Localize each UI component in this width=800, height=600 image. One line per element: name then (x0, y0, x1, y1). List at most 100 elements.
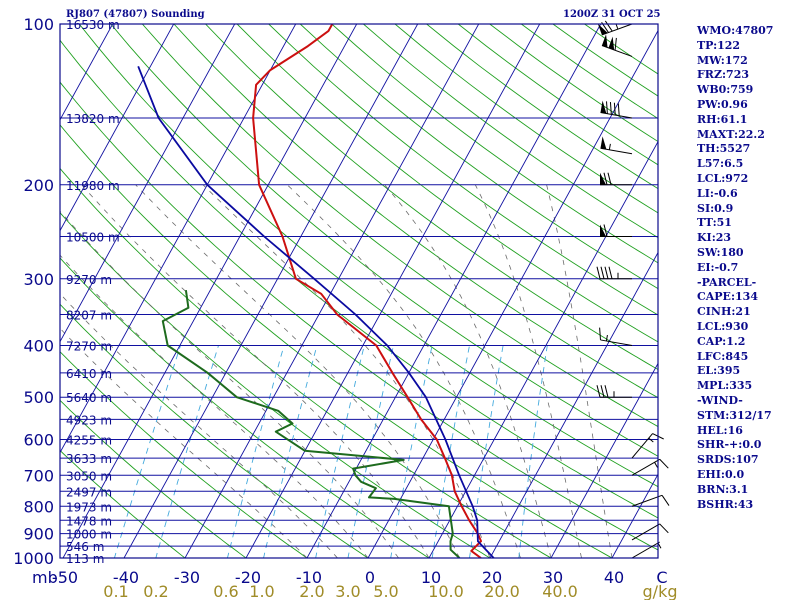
dry-adiabat (205, 24, 658, 371)
index-line: CINH:21 (697, 305, 751, 319)
dry-adiabat (60, 449, 186, 558)
mixing-ratio-tick-label: 2.0 (299, 582, 324, 600)
temperature-tick-label: 10 (421, 568, 441, 587)
temperature-profile (252, 24, 482, 558)
isotherm (428, 140, 658, 558)
temperature-tick-label: -20 (235, 568, 261, 587)
wind-barb (631, 458, 669, 476)
pressure-tick-label: 500 (23, 388, 54, 407)
index-line: EHI:0.0 (697, 467, 745, 481)
mixing-ratio-tick-label: 5.0 (373, 582, 398, 600)
index-line: KI:23 (697, 231, 732, 245)
mixing-ratio-tick-label: 20.0 (484, 582, 520, 600)
pressure-tick-label: 800 (23, 497, 54, 516)
isotherm (62, 24, 358, 558)
height-label: 8207 m (66, 309, 112, 323)
wind-barb (601, 34, 633, 57)
height-label: 9270 m (66, 273, 112, 287)
mixing-ratio-line (226, 345, 285, 558)
index-line: BSHR:43 (697, 497, 754, 511)
wind-barb (600, 172, 632, 186)
index-line: WMO:47807 (697, 24, 774, 37)
index-line: RH:61.1 (697, 112, 748, 126)
index-line: LFC:845 (697, 349, 749, 363)
dry-adiabat (173, 24, 658, 399)
mixing-ratio-line (155, 345, 219, 558)
index-line: WB0:759 (697, 83, 754, 97)
index-line: LCL:930 (697, 319, 749, 333)
moist-adiabat (60, 293, 338, 558)
index-line: CAP:1.2 (697, 334, 746, 348)
index-line: SRDS:107 (697, 453, 759, 467)
height-label: 4923 m (66, 413, 112, 427)
index-line: L57:6.5 (697, 157, 744, 171)
isotherm (245, 24, 541, 558)
dry-adiabat (141, 24, 658, 428)
isotherm (60, 24, 297, 454)
wind-barb (600, 136, 633, 155)
height-label: 3633 m (66, 452, 112, 466)
mixing-ratio-tick-label: 0.6 (213, 582, 238, 600)
index-line: EI:-0.7 (697, 260, 739, 274)
pressure-tick-label: 600 (23, 431, 54, 450)
pressure-tick-label: 1000 (13, 549, 54, 568)
isotherm (489, 251, 658, 558)
index-line: MPL:335 (697, 379, 753, 393)
dry-adiabat (60, 212, 491, 558)
isotherm (0, 0, 4, 569)
mixing-ratio-tick-label: 10.0 (428, 582, 464, 600)
index-line: HEL:16 (697, 423, 743, 437)
index-line: TH:5527 (697, 142, 751, 156)
index-line: MAXT:22.2 (697, 127, 765, 141)
mixing-ratio-line (518, 345, 548, 558)
dry-adiabat (299, 24, 658, 290)
isotherm (550, 362, 658, 558)
moist-adiabat (287, 184, 521, 558)
dry-adiabat (236, 24, 658, 343)
height-label: 1000 m (66, 528, 112, 542)
dry-adiabat (60, 303, 369, 558)
wind-barb (631, 433, 664, 459)
isotherm (184, 24, 480, 558)
index-line: -WIND- (697, 393, 743, 407)
moist-adiabat (202, 184, 491, 558)
height-label: 5640 m (66, 391, 112, 405)
dry-adiabat (60, 124, 613, 558)
pressure-unit-label: mb (32, 568, 58, 587)
dry-adiabat (60, 167, 552, 558)
height-label: 6410 m (66, 367, 112, 381)
wind-barb (600, 100, 633, 119)
mixing-ratio-tick-label: 0.2 (143, 582, 168, 600)
mixing-ratio-tick-label: 3.0 (335, 582, 360, 600)
isotherm (60, 24, 175, 232)
moist-adiabat (135, 184, 460, 558)
index-line: LCL:972 (697, 171, 749, 185)
temperature-tick-label: -50 (52, 568, 78, 587)
temperature-tick-label: 0 (365, 568, 375, 587)
wind-barb (596, 385, 632, 398)
mixing-ratio-line (347, 345, 394, 558)
index-line: STM:312/17 (697, 408, 772, 422)
mixing-ratio-line (113, 345, 181, 558)
dry-adiabat (60, 39, 658, 519)
dewpoint-profile (161, 289, 461, 558)
pressure-tick-label: 200 (23, 176, 54, 195)
index-line: -PARCEL- (697, 275, 757, 289)
height-label: 3050 m (66, 469, 112, 483)
wind-barb (631, 523, 669, 541)
moist-adiabat (474, 184, 582, 558)
mixing-ratio-tick-label: 40.0 (542, 582, 578, 600)
dry-adiabat (268, 24, 658, 316)
parcel-trace (137, 65, 495, 558)
mixing-ratio-line (469, 345, 504, 558)
height-label: 1973 m (66, 500, 112, 514)
height-label: 1478 m (66, 514, 112, 528)
mixing-ratio-tick-label: 0.1 (103, 582, 128, 600)
pressure-tick-label: 100 (23, 15, 54, 34)
dry-adiabat (60, 257, 430, 558)
mixing-ratio-line (315, 345, 365, 558)
mixing-ratio-unit-label: g/kg (643, 582, 678, 600)
pressure-tick-label: 300 (23, 270, 54, 289)
index-line: PW:0.96 (697, 97, 748, 111)
